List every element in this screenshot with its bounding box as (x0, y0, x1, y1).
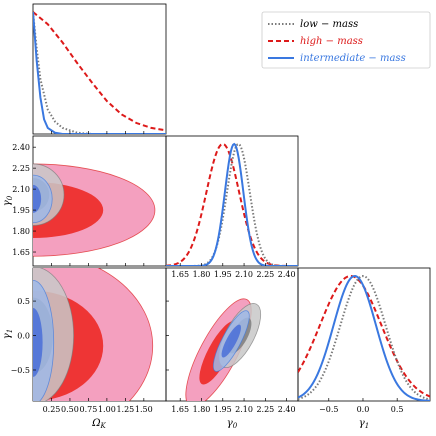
ytick-label-g0: 2.25 (12, 164, 30, 173)
ytick-label-g0: 1.95 (12, 206, 30, 215)
xtick-label-g0: 2.40 (278, 270, 296, 279)
xtick-label-g0: 1.80 (193, 270, 211, 279)
ytick-label-g0: 1.65 (12, 248, 30, 257)
xlabel-omk: ΩK (91, 418, 106, 430)
xtick-label-g0: 1.95 (214, 270, 232, 279)
ytick-label-g0: 2.40 (12, 143, 30, 152)
contour-omk_g0-intermediate-inner (33, 184, 42, 213)
panel-g0-marginal (165, 135, 299, 267)
xtick-label-g0: 2.10 (235, 405, 253, 414)
ytick-label-g1: 0.5 (17, 297, 30, 306)
panel-omk-marginal (32, 3, 167, 135)
marginal-g0-intermediate (166, 142, 298, 266)
xtick-label-omk: 1.00 (98, 405, 116, 414)
panel-g1-marginal (297, 267, 431, 402)
marginal-g1-low (298, 274, 430, 401)
xtick-label-omk: 0.25 (43, 405, 61, 414)
ytick-label-g1: 0.0 (17, 332, 30, 341)
ytick-label-g0: 1.80 (12, 227, 30, 236)
xtick-label-omk: 0.75 (80, 405, 98, 414)
xlabel-g0: γ0 (227, 418, 238, 430)
xtick-label-g1: 0.0 (357, 405, 370, 414)
legend: low − mass high − mass intermediate − ma… (261, 11, 431, 69)
legend-label-low: low − mass (300, 19, 358, 30)
xtick-label-g0: 2.40 (278, 405, 296, 414)
contour-omk_g0-intermediate-outer (33, 174, 53, 224)
xtick-label-g0: 1.95 (214, 405, 232, 414)
xtick-label-omk: 0.50 (61, 405, 79, 414)
xtick-label-g0: 1.65 (171, 405, 189, 414)
xtick-label-g1: −0.5 (319, 405, 338, 414)
marginal-g1-high (298, 274, 430, 398)
xtick-label-omk: 1.25 (116, 405, 134, 414)
contour-omk_g1-intermediate-inner (33, 307, 43, 377)
legend-label-intermediate: intermediate − mass (300, 53, 406, 64)
xtick-label-g0: 2.25 (256, 270, 274, 279)
xtick-label-g0: 1.80 (193, 405, 211, 414)
contour-g0_g1-intermediate-inner (221, 324, 242, 358)
ytick-label-g1: −0.5 (11, 366, 30, 375)
marginal-omk-high (33, 11, 166, 132)
xtick-label-g0: 2.10 (235, 270, 253, 279)
xtick-label-omk: 1.50 (135, 405, 153, 414)
marginal-omk-intermediate (33, 11, 166, 134)
xtick-label-g0: 1.65 (171, 270, 189, 279)
xtick-label-g1: 0.5 (391, 405, 404, 414)
xtick-label-g0: 2.25 (256, 405, 274, 414)
legend-label-high: high − mass (300, 36, 363, 47)
ylabel-g0: γ0 (2, 195, 14, 206)
ylabel-g1: γ1 (2, 329, 14, 339)
ytick-label-g0: 2.10 (12, 185, 30, 194)
marginal-g1-intermediate (298, 275, 430, 401)
marginal-g0-high (166, 143, 298, 266)
xlabel-g1: γ1 (359, 418, 369, 430)
